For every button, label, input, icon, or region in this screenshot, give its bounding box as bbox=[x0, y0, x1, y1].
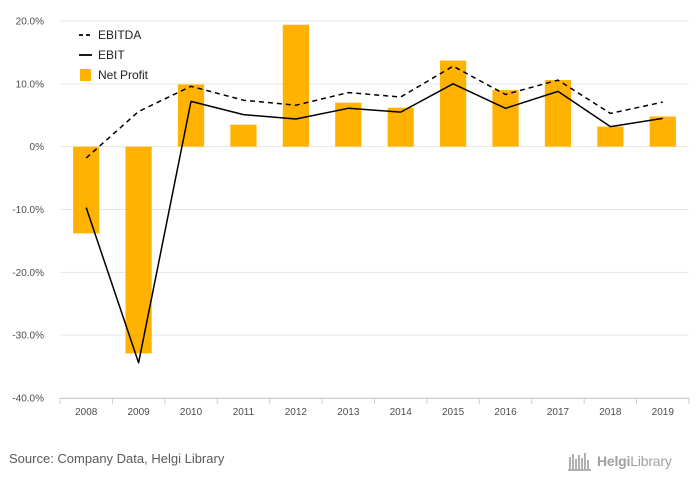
line-ebitda bbox=[85, 65, 663, 159]
bar-net-profit bbox=[649, 116, 676, 147]
x-tick-label: 2008 bbox=[75, 407, 98, 418]
legend-label: EBIT bbox=[98, 48, 125, 62]
bar-net-profit bbox=[282, 24, 309, 147]
line-ebit bbox=[85, 83, 663, 364]
y-tick-label: -30.0% bbox=[12, 331, 44, 342]
bar-net-profit bbox=[73, 146, 100, 234]
bar-net-profit bbox=[387, 107, 414, 147]
bar-net-profit bbox=[597, 126, 624, 147]
bar-net-profit bbox=[177, 84, 205, 147]
legend-symbol bbox=[80, 69, 91, 81]
x-tick-label: 2019 bbox=[652, 407, 675, 418]
x-tick-label: 2011 bbox=[233, 407, 255, 418]
legend: EBITDA EBIT Net Profit bbox=[79, 28, 149, 82]
library-icon bbox=[568, 453, 591, 471]
bar-net-profit bbox=[492, 90, 519, 147]
bar-net-profit bbox=[440, 60, 467, 147]
legend-label: Net Profit bbox=[98, 68, 149, 82]
series-lines bbox=[85, 65, 663, 364]
y-tick-label: -40.0% bbox=[12, 394, 44, 405]
y-tick-label: 10.0% bbox=[16, 79, 44, 90]
x-tick-label: 2013 bbox=[337, 407, 360, 418]
axes: 20.0% 10.0% 0% -10.0% -20.0% -30.0% -40.0% 2008… bbox=[12, 17, 690, 418]
x-tick-label: 2012 bbox=[285, 407, 308, 418]
chart: 20.0% 10.0% 0% -10.0% -20.0% -30.0% -40.0% 2008… bbox=[12, 17, 690, 418]
x-tick-label: 2018 bbox=[599, 407, 622, 418]
y-tick-label: -20.0% bbox=[12, 268, 44, 279]
brand-logo: HelgiLibrary bbox=[568, 451, 672, 471]
gridlines bbox=[60, 20, 689, 399]
x-tick-label: 2017 bbox=[547, 407, 570, 418]
bar-net-profit bbox=[230, 124, 257, 147]
bar-net-profit bbox=[544, 80, 572, 147]
x-tick-label: 2010 bbox=[180, 407, 203, 418]
x-tick-label: 2015 bbox=[442, 407, 465, 418]
bars bbox=[73, 24, 676, 354]
legend-label: EBITDA bbox=[98, 28, 141, 42]
brand-name: HelgiLibrary bbox=[597, 453, 672, 469]
x-tick-label: 2014 bbox=[390, 407, 413, 418]
x-tick-label: 2009 bbox=[128, 407, 151, 418]
bar-net-profit bbox=[125, 146, 152, 354]
y-tick-label: 0% bbox=[30, 142, 45, 153]
y-tick-label: -10.0% bbox=[12, 205, 44, 216]
x-tick-label: 2016 bbox=[494, 407, 517, 418]
y-tick-label: 20.0% bbox=[16, 17, 44, 28]
source-note: Source: Company Data, Helgi Library bbox=[9, 451, 225, 466]
